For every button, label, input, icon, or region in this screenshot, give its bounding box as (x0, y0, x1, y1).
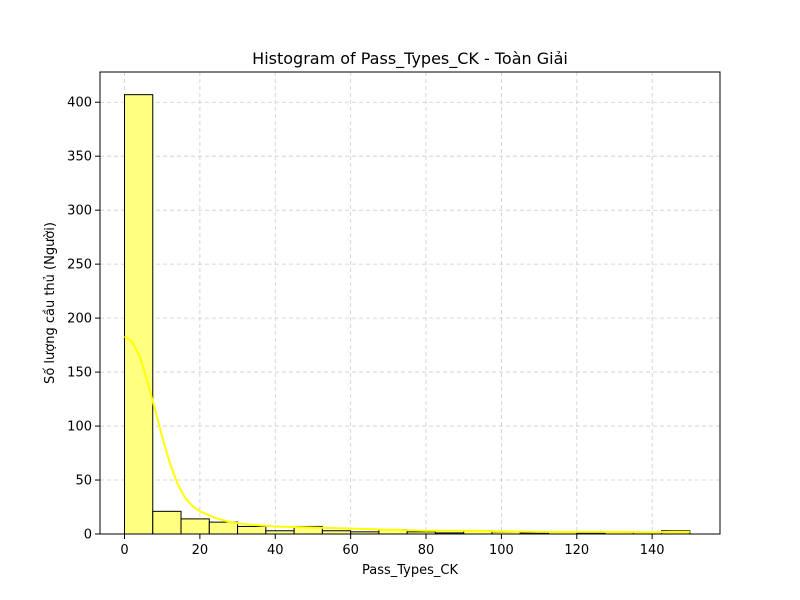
histogram-bar-4 (237, 525, 267, 535)
x-tick-label-0: 0 (120, 543, 128, 558)
y-tick-label-0: 0 (84, 528, 92, 543)
histogram-bar-1 (152, 510, 182, 535)
x-tick-label-4: 80 (418, 543, 435, 558)
histogram-bar-0 (123, 94, 154, 535)
x-tick-label-6: 120 (564, 543, 589, 558)
y-tick-label-6: 300 (67, 204, 92, 219)
y-tick-label-3: 150 (67, 366, 92, 381)
x-tick-label-1: 20 (192, 543, 209, 558)
x-axis-label: Pass_Types_CK (362, 563, 458, 578)
y-tick-label-7: 350 (67, 150, 92, 165)
plot-frame (99, 71, 721, 535)
x-tick-label-7: 140 (640, 543, 665, 558)
chart-title: Histogram of Pass_Types_CK - Toàn Giải (252, 49, 568, 69)
y-tick-label-8: 400 (67, 96, 92, 111)
x-tick-label-2: 40 (267, 543, 284, 558)
x-tick-label-5: 100 (489, 543, 514, 558)
histogram-bar-2 (180, 518, 210, 535)
y-tick-label-2: 100 (67, 420, 92, 435)
kde-line (123, 335, 690, 534)
y-tick-label-4: 200 (67, 312, 92, 327)
x-tick-label-3: 60 (342, 543, 359, 558)
y-tick-label-1: 50 (75, 474, 92, 489)
histogram-bar-3 (208, 521, 239, 535)
y-axis-label: Số lượng cầu thủ (Người) (43, 222, 58, 384)
y-axis-ticks: 0 50 100 150 200 250 300 350 400 (67, 96, 100, 543)
y-tick-label-5: 250 (67, 258, 92, 273)
x-axis-ticks: 0 20 40 60 80 100 120 140 (120, 534, 665, 558)
grid-layer (100, 72, 720, 535)
